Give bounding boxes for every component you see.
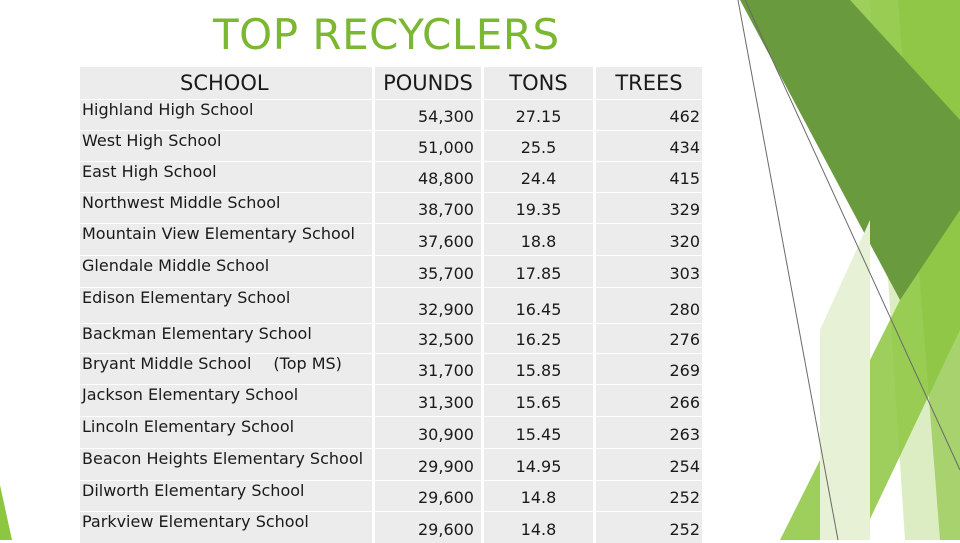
school-name-cell: Edison Elementary School	[80, 288, 372, 323]
trees-cell: 252	[596, 481, 702, 511]
left-accent-triangle	[0, 485, 12, 540]
school-name-cell: Mountain View Elementary School	[80, 224, 372, 255]
header-trees: TREES	[596, 67, 702, 99]
school-name: Mountain View Elementary School	[82, 224, 355, 243]
trees-cell: 303	[596, 256, 702, 287]
tons-cell: 16.25	[484, 324, 593, 353]
tons-cell: 15.85	[484, 354, 593, 384]
school-name: Lincoln Elementary School	[82, 417, 295, 436]
school-name: Beacon Heights Elementary School	[82, 449, 364, 468]
school-name-cell: Lincoln Elementary School	[80, 417, 372, 448]
school-name: Edison Elementary School	[82, 288, 291, 307]
school-name-cell: Beacon Heights Elementary School	[80, 449, 372, 480]
tons-cell: 14.95	[484, 449, 593, 480]
pounds-cell: 29,900	[375, 449, 481, 480]
school-name-cell: East High School	[80, 162, 372, 192]
school-name-cell: Dilworth Elementary School	[80, 481, 372, 511]
pounds-cell: 30,900	[375, 417, 481, 448]
school-name-cell: Northwest Middle School	[80, 193, 372, 223]
school-name: Dilworth Elementary School	[82, 481, 305, 500]
pounds-cell: 31,300	[375, 385, 481, 416]
tons-cell: 15.45	[484, 417, 593, 448]
recyclers-table: SCHOOL POUNDS TONS TREES Highland High S…	[80, 67, 702, 543]
pounds-cell: 48,800	[375, 162, 481, 192]
school-name: Parkview Elementary School	[82, 512, 309, 531]
slide-title: TOP RECYCLERS	[213, 10, 560, 59]
school-name-cell: Backman Elementary School	[80, 324, 372, 353]
right-panel-pale	[820, 220, 870, 540]
school-name: West High School	[82, 131, 222, 150]
pounds-cell: 37,600	[375, 224, 481, 255]
school-name: Jackson Elementary School	[82, 385, 299, 404]
right-panel-dark	[740, 0, 960, 300]
school-name: Highland High School	[82, 100, 254, 119]
pounds-cell: 38,700	[375, 193, 481, 223]
pounds-cell: 54,300	[375, 100, 481, 130]
school-name: Glendale Middle School	[82, 256, 270, 275]
trees-cell: 280	[596, 288, 702, 323]
tons-cell: 27.15	[484, 100, 593, 130]
tons-cell: 14.8	[484, 481, 593, 511]
school-name: Backman Elementary School	[82, 324, 312, 343]
header-tons: TONS	[484, 67, 593, 99]
pounds-cell: 32,500	[375, 324, 481, 353]
school-note: (Top MS)	[273, 354, 342, 373]
tons-cell: 17.85	[484, 256, 593, 287]
trees-cell: 320	[596, 224, 702, 255]
trees-cell: 252	[596, 512, 702, 543]
school-name: East High School	[82, 162, 217, 181]
trees-cell: 254	[596, 449, 702, 480]
trees-cell: 462	[596, 100, 702, 130]
pounds-cell: 29,600	[375, 512, 481, 543]
pounds-cell: 31,700	[375, 354, 481, 384]
school-name: Bryant Middle School	[82, 354, 252, 373]
school-name-cell: West High School	[80, 131, 372, 161]
tons-cell: 15.65	[484, 385, 593, 416]
trees-cell: 276	[596, 324, 702, 353]
decor-line	[744, 0, 960, 471]
pounds-cell: 51,000	[375, 131, 481, 161]
pounds-cell: 32,900	[375, 288, 481, 323]
header-school: SCHOOL	[80, 67, 372, 99]
tons-cell: 14.8	[484, 512, 593, 543]
pounds-cell: 29,600	[375, 481, 481, 511]
tons-cell: 25.5	[484, 131, 593, 161]
trees-cell: 434	[596, 131, 702, 161]
school-name-cell: Parkview Elementary School	[80, 512, 372, 543]
school-name-cell: Glendale Middle School	[80, 256, 372, 287]
tons-cell: 16.45	[484, 288, 593, 323]
trees-cell: 329	[596, 193, 702, 223]
trees-cell: 415	[596, 162, 702, 192]
school-name: Northwest Middle School	[82, 193, 281, 212]
school-name-cell: Bryant Middle School (Top MS)	[80, 354, 372, 384]
tons-cell: 24.4	[484, 162, 593, 192]
tons-cell: 19.35	[484, 193, 593, 223]
header-pounds: POUNDS	[375, 67, 481, 99]
trees-cell: 266	[596, 385, 702, 416]
school-name-cell: Highland High School	[80, 100, 372, 130]
pounds-cell: 35,700	[375, 256, 481, 287]
decor-line	[737, 0, 839, 540]
tons-cell: 18.8	[484, 224, 593, 255]
trees-cell: 269	[596, 354, 702, 384]
trees-cell: 263	[596, 417, 702, 448]
school-name-cell: Jackson Elementary School	[80, 385, 372, 416]
